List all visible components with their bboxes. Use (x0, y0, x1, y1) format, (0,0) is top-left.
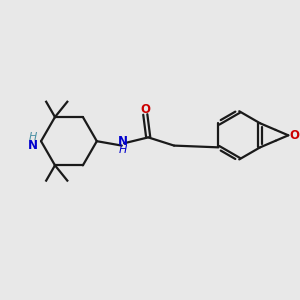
Text: N: N (28, 139, 38, 152)
Text: H: H (119, 145, 127, 155)
Text: N: N (118, 135, 128, 148)
Text: H: H (28, 132, 37, 142)
Text: O: O (289, 129, 299, 142)
Text: O: O (140, 103, 150, 116)
